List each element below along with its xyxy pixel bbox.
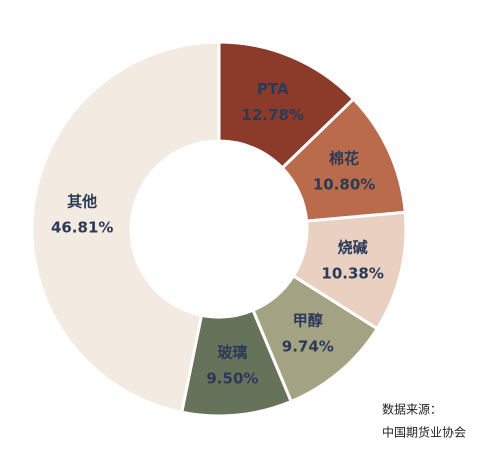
segment-value: 10.38% [321, 265, 383, 283]
segment-name: 烧碱 [338, 239, 368, 257]
donut-segment [30, 40, 221, 415]
segment-value: 9.50% [206, 369, 258, 387]
segment-name: 棉花 [329, 149, 359, 167]
source-label: 数据来源： [382, 402, 442, 417]
segment-value: 46.81% [51, 219, 113, 237]
segment-value: 9.74% [282, 337, 334, 355]
segment-name: 其他 [67, 193, 97, 211]
segment-value: 10.80% [313, 175, 375, 193]
segment-name: PTA [257, 80, 289, 98]
segment-value: 12.78% [241, 106, 303, 124]
segment-name: 玻璃 [217, 343, 247, 361]
segment-name: 甲醇 [293, 311, 323, 329]
source-name: 中国期货业协会 [382, 425, 466, 440]
